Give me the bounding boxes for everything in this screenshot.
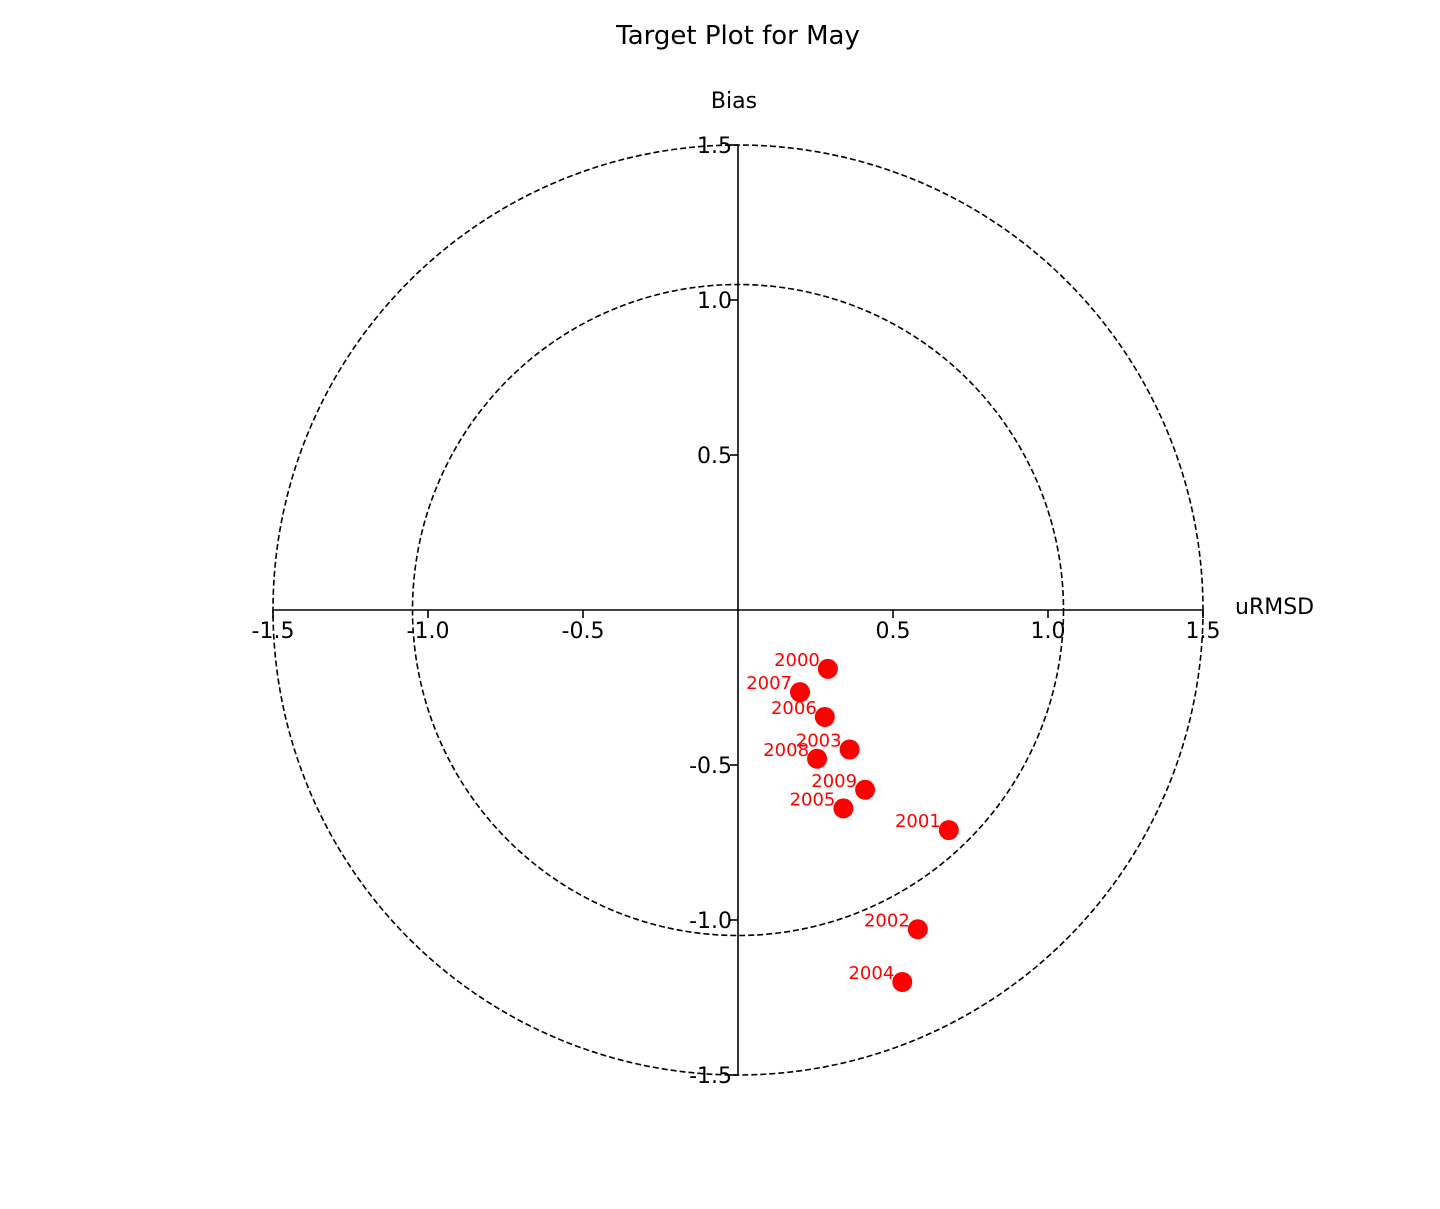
x-tick-label: -1.0 [407,619,450,644]
y-tick-label: 1.0 [697,289,732,314]
point-label-2000: 2000 [774,650,820,671]
x-tick-label: -0.5 [562,619,605,644]
y-axis-title: Bias [711,89,757,114]
data-point-2005 [833,798,854,819]
data-point-2000 [817,658,838,679]
y-tick-label: -1.0 [689,909,732,934]
point-label-2005: 2005 [790,789,836,810]
x-axis-title: uRMSD [1235,595,1314,620]
data-point-2007 [790,682,810,703]
point-label-2009: 2009 [811,771,857,792]
x-tick-label: 1.5 [1186,619,1221,644]
axes [273,145,1203,1075]
data-point-2002 [907,919,928,940]
point-label-2001: 2001 [895,811,941,832]
point-label-2006: 2006 [771,698,817,719]
point-label-2004: 2004 [848,963,894,984]
x-tick-label: 0.5 [876,619,911,644]
y-tick-label: 1.5 [697,134,732,159]
chart-title: Target Plot for May [615,21,860,51]
x-tick-label: -1.5 [252,619,295,644]
y-tick-label: -0.5 [689,754,732,779]
point-label-2003: 2003 [796,731,842,752]
point-label-2008: 2008 [763,740,809,761]
y-tick-label: 0.5 [697,444,732,469]
x-tick-label: 1.0 [1031,619,1066,644]
y-tick-label: -1.5 [689,1064,732,1089]
data-point-2009 [855,779,876,800]
data-point-2008 [807,748,828,769]
tick-labels: -1.5 -1.0 -0.5 0.5 1.0 1.5 1.5 1.0 0.5 -0.5 -1.0 -1… [252,134,1221,1089]
point-label-2002: 2002 [864,910,910,931]
data-point-2004 [892,972,913,992]
data-point-2003 [839,739,860,760]
data-point-2006 [814,706,835,727]
point-label-2007: 2007 [746,673,792,694]
data-point-2001 [938,820,959,841]
